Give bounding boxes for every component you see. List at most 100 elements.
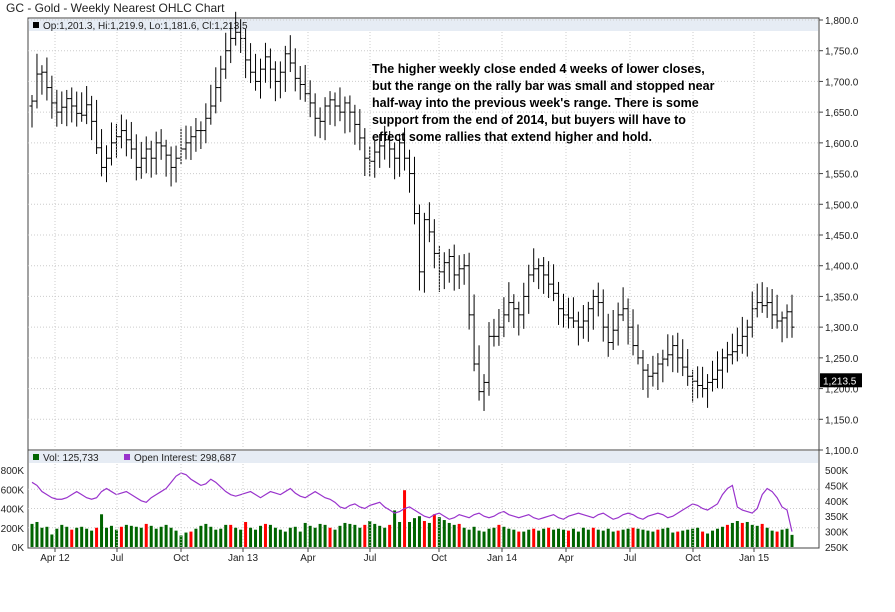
volume-bar bbox=[492, 527, 496, 547]
volume-bar bbox=[601, 530, 605, 547]
volume-bar bbox=[711, 530, 715, 547]
ohlc-bar bbox=[317, 107, 323, 139]
price-tick-label: 1,650.0 bbox=[825, 108, 859, 119]
volume-bar bbox=[621, 529, 625, 547]
x-tick-label: Apr bbox=[558, 553, 574, 564]
volume-bar bbox=[750, 524, 754, 547]
volume-bar bbox=[661, 528, 665, 547]
ohlc-bar bbox=[729, 333, 735, 365]
volume-bar bbox=[174, 530, 178, 547]
volume-bar bbox=[586, 529, 590, 547]
price-tick-label: 1,700.0 bbox=[825, 77, 859, 88]
ohlc-bar bbox=[84, 86, 90, 125]
volume-bar bbox=[159, 526, 163, 547]
volume-header-bar bbox=[29, 451, 818, 463]
x-tick-label: Apr 12 bbox=[40, 553, 70, 564]
volume-bar bbox=[209, 526, 213, 547]
volume-bar bbox=[725, 524, 729, 547]
ohlc-readout: Op:1,201.3, Hi:1,219.9, Lo:1,181.6, Cl:1… bbox=[43, 21, 248, 32]
volume-bar bbox=[477, 530, 481, 547]
ohlc-bar bbox=[680, 339, 686, 377]
chart-title: GC - Gold - Weekly Nearest OHLC Chart bbox=[6, 1, 225, 15]
oi-legend-swatch bbox=[124, 454, 130, 460]
volume-bar bbox=[184, 532, 188, 547]
volume-bar bbox=[408, 521, 412, 547]
oi-tick-label: 300K bbox=[825, 528, 849, 539]
vol-tick-label: 800K bbox=[1, 466, 25, 477]
ohlc-bar bbox=[675, 332, 681, 373]
ohlc-bar bbox=[198, 121, 204, 149]
ohlc-bar bbox=[456, 255, 462, 289]
volume-bar bbox=[611, 531, 615, 547]
ohlc-bar bbox=[600, 289, 606, 342]
ohlc-bar bbox=[705, 374, 711, 408]
ohlc-bar bbox=[59, 91, 65, 125]
ohlc-bar bbox=[739, 316, 745, 354]
ohlc-bar bbox=[536, 258, 542, 290]
ohlc-bar bbox=[501, 297, 507, 338]
annotation-line: effect some rallies that extend higher a… bbox=[372, 130, 652, 144]
oi-tick-label: 350K bbox=[825, 512, 849, 523]
ohlc-bar bbox=[123, 119, 129, 157]
volume-bar bbox=[65, 526, 69, 547]
ohlc-bar bbox=[387, 130, 393, 168]
ohlc-bar bbox=[655, 353, 661, 391]
ohlc-bar bbox=[570, 297, 576, 328]
ohlc-bar bbox=[426, 202, 432, 243]
x-tick-label: Jul bbox=[364, 553, 377, 564]
volume-bar bbox=[537, 530, 541, 547]
volume-bar bbox=[258, 525, 262, 547]
volume-bar bbox=[368, 521, 372, 547]
ohlc-bar bbox=[476, 345, 482, 401]
ohlc-bar bbox=[546, 261, 552, 299]
volume-bar bbox=[472, 526, 476, 547]
volume-bar bbox=[442, 520, 446, 547]
ohlc-bar bbox=[218, 55, 224, 102]
annotation-line: half-way into the previous week's range.… bbox=[372, 96, 699, 110]
volume-bar bbox=[522, 531, 526, 547]
ohlc-bar bbox=[461, 254, 467, 285]
ohlc-bar bbox=[759, 282, 765, 313]
volume-bar bbox=[785, 528, 789, 547]
ohlc-bar bbox=[113, 123, 119, 158]
volume-bar bbox=[512, 529, 516, 547]
x-tick-label: Oct bbox=[173, 553, 189, 564]
volume-bar bbox=[656, 529, 660, 547]
ohlc-bar bbox=[491, 318, 497, 347]
x-tick-label: Apr bbox=[300, 553, 316, 564]
open-interest-line bbox=[31, 472, 793, 532]
volume-bar bbox=[363, 524, 367, 547]
price-tick-label: 1,250.0 bbox=[825, 354, 859, 365]
volume-bar bbox=[139, 527, 143, 547]
volume-bar bbox=[636, 528, 640, 547]
volume-bar bbox=[457, 523, 461, 547]
ohlc-bar bbox=[208, 84, 214, 125]
ohlc-bar bbox=[764, 287, 770, 318]
ohlc-bar bbox=[188, 126, 194, 160]
ohlc-bar bbox=[332, 92, 338, 127]
volume-bar bbox=[229, 524, 233, 547]
volume-bar bbox=[95, 527, 99, 547]
ohlc-bar bbox=[99, 129, 105, 177]
price-tick-label: 1,500.0 bbox=[825, 200, 859, 211]
ohlc-bar bbox=[69, 87, 75, 123]
vol-legend-swatch bbox=[33, 454, 39, 460]
volume-bar bbox=[581, 527, 585, 547]
volume-bar bbox=[278, 529, 282, 547]
ohlc-bar bbox=[416, 204, 422, 291]
oi-polyline bbox=[31, 472, 793, 532]
ohlc-bar bbox=[203, 103, 209, 144]
volume-bar bbox=[288, 527, 292, 547]
ohlc-bar bbox=[402, 127, 408, 171]
volume-bar bbox=[502, 526, 506, 547]
ohlc-bar bbox=[635, 324, 641, 365]
volume-bar bbox=[129, 525, 133, 547]
volume-bar bbox=[85, 528, 89, 547]
volume-y-axis: 800K 600K 400K 200K 0K bbox=[1, 466, 25, 554]
volume-bar bbox=[527, 529, 531, 547]
ohlc-bar bbox=[451, 244, 457, 291]
price-tick-label: 1,800.0 bbox=[825, 16, 859, 27]
vol-tick-label: 0K bbox=[12, 543, 25, 554]
volume-bar bbox=[542, 528, 546, 547]
